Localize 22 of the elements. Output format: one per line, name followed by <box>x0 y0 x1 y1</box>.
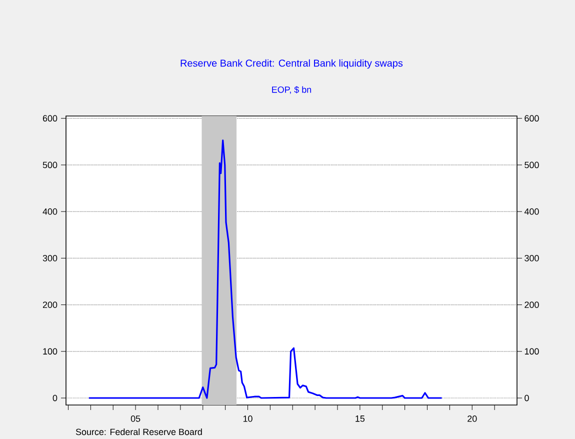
x-tick-label: 10 <box>243 416 252 422</box>
y-tick-label: 300 <box>42 254 58 262</box>
y2-tick-label: 300 <box>524 254 539 262</box>
y2-tick-label: 0 <box>524 394 529 402</box>
y2-tick-label: 500 <box>524 162 539 168</box>
chart-subtitle: EOP, $ bn <box>272 86 312 94</box>
y2-tick-label: 600 <box>524 115 539 122</box>
y-tick-label: 600 <box>42 115 58 122</box>
y-tick-label: 0 <box>52 394 58 402</box>
y-tick-label: 200 <box>42 302 58 308</box>
x-tick-label: 15 <box>356 416 365 422</box>
line-series <box>88 139 443 399</box>
y-tick-label: 500 <box>42 162 58 168</box>
y-tick-label: 400 <box>42 208 58 215</box>
x-tick-label: 05 <box>130 416 140 422</box>
y2-tick-label: 100 <box>524 348 539 355</box>
y2-tick-label: 400 <box>524 208 539 215</box>
y-tick-label: 100 <box>43 348 58 355</box>
x-tick-label: 20 <box>468 416 477 422</box>
y2-tick-label: 200 <box>524 302 539 308</box>
chart-title: Reserve Bank Credit: Central Bank liquidity swaps <box>180 59 403 69</box>
source-note: Source: Federal Reserve Board <box>76 428 202 436</box>
